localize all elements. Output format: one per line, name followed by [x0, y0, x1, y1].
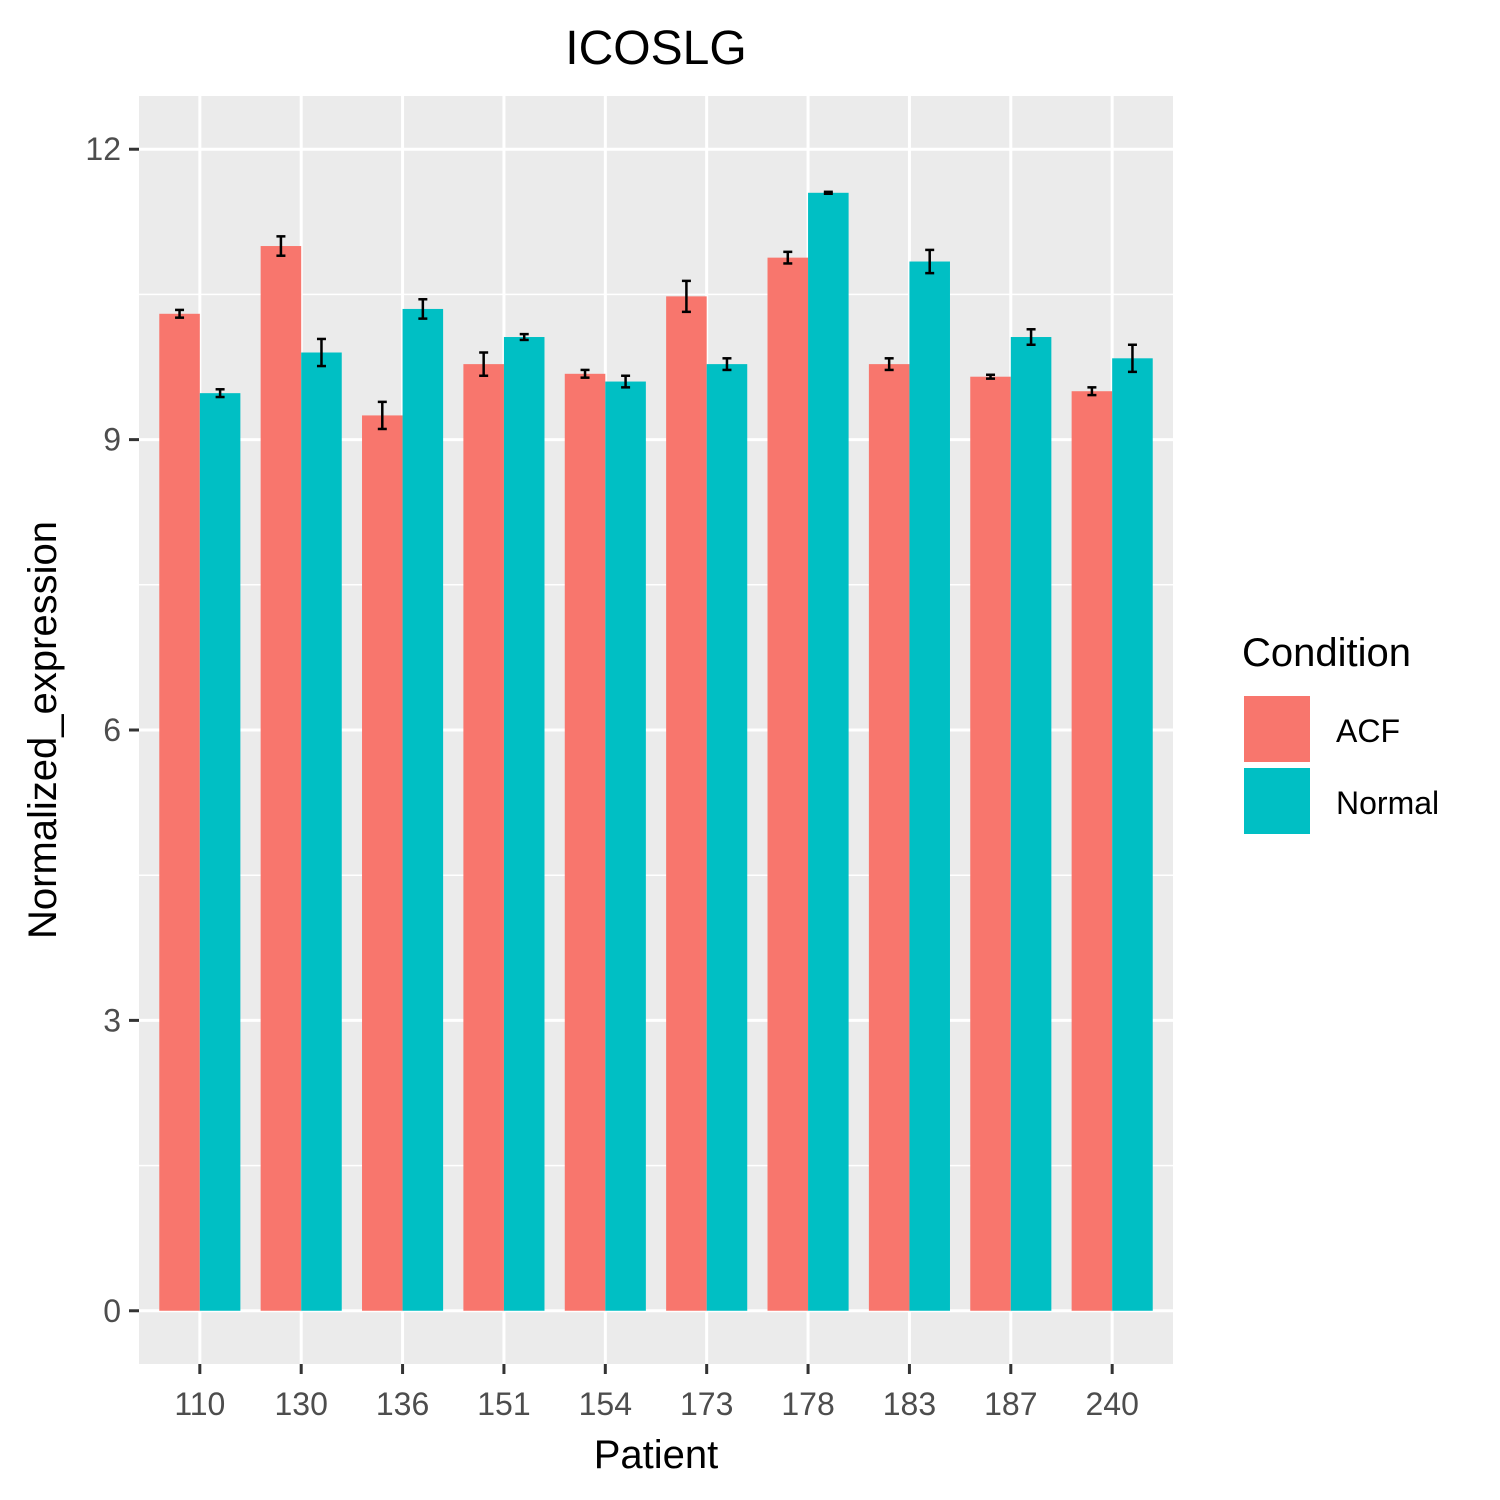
x-axis-title: Patient [594, 1433, 719, 1477]
error-bar-acf-110 [175, 308, 185, 319]
error-bar-normal-151 [519, 332, 529, 342]
y-tick-label: 9 [103, 422, 121, 458]
chart-title: ICOSLG [565, 22, 746, 75]
x-tick-label: 183 [883, 1386, 936, 1422]
bar-acf-130 [260, 246, 302, 1311]
error-bar-normal-178 [823, 190, 833, 196]
x-tick-label: 151 [477, 1386, 530, 1422]
error-bar-acf-173 [681, 279, 691, 314]
bar-acf-187 [970, 376, 1011, 1311]
y-axis-title: Normalized_expression [21, 521, 65, 939]
x-tick-label: 173 [680, 1386, 733, 1422]
error-bar-normal-136 [418, 298, 428, 320]
legend: Condition ACF Normal [1242, 631, 1439, 834]
error-bar-normal-187 [1026, 328, 1036, 347]
bar-normal-178 [808, 192, 849, 1311]
x-tick-label: 110 [174, 1386, 225, 1422]
error-bar-acf-187 [986, 373, 996, 380]
bar-normal-183 [909, 261, 950, 1311]
bar-acf-173 [666, 296, 707, 1311]
bar-acf-136 [362, 415, 403, 1311]
legend-title: Condition [1242, 631, 1411, 675]
x-tick-label: 130 [275, 1386, 328, 1422]
legend-key-acf [1244, 696, 1310, 762]
bar-normal-110 [199, 393, 241, 1311]
error-bar-acf-240 [1087, 386, 1097, 397]
legend-key-normal [1244, 768, 1310, 834]
bar-normal-154 [605, 381, 646, 1311]
error-bar-acf-151 [479, 351, 489, 377]
error-bars [175, 190, 1137, 431]
bar-normal-136 [402, 308, 444, 1311]
bar-normal-187 [1010, 337, 1052, 1311]
error-bar-normal-183 [925, 248, 935, 275]
x-tick-label: 187 [984, 1386, 1037, 1422]
x-tick-label: 178 [781, 1386, 834, 1422]
y-tick-label: 0 [103, 1293, 121, 1329]
x-tick-label: 240 [1085, 1386, 1138, 1422]
y-tick-label: 3 [103, 1002, 121, 1038]
y-tick-label: 6 [103, 712, 121, 748]
error-bar-acf-154 [580, 368, 590, 379]
bar-normal-130 [301, 352, 342, 1311]
bar-normal-240 [1112, 358, 1153, 1311]
bar-acf-240 [1071, 391, 1113, 1311]
error-bar-normal-154 [621, 374, 631, 389]
error-bar-normal-240 [1127, 343, 1137, 374]
x-axis-ticks: 110 130 136 151 154 173 178 183 187 240 [174, 1364, 1139, 1422]
legend-label-acf: ACF [1336, 713, 1400, 749]
error-bar-normal-173 [722, 357, 732, 372]
error-bar-acf-130 [276, 235, 286, 257]
x-tick-label: 136 [376, 1386, 429, 1422]
bar-acf-151 [463, 364, 504, 1311]
x-tick-label: 154 [579, 1386, 632, 1422]
error-bar-acf-136 [377, 400, 387, 431]
bar-acf-178 [767, 257, 809, 1311]
bar-acf-110 [159, 313, 200, 1311]
bars [159, 192, 1153, 1311]
y-axis-ticks: 0 3 6 9 12 [85, 131, 139, 1329]
error-bar-normal-110 [215, 388, 225, 399]
bar-acf-154 [564, 373, 606, 1311]
error-bar-normal-130 [316, 337, 326, 368]
bar-normal-151 [503, 337, 545, 1311]
error-bar-acf-183 [884, 357, 894, 372]
legend-label-normal: Normal [1336, 785, 1439, 821]
bar-normal-173 [706, 364, 748, 1311]
error-bar-acf-178 [783, 250, 793, 265]
y-tick-label: 12 [85, 131, 121, 167]
bar-acf-183 [868, 364, 910, 1311]
